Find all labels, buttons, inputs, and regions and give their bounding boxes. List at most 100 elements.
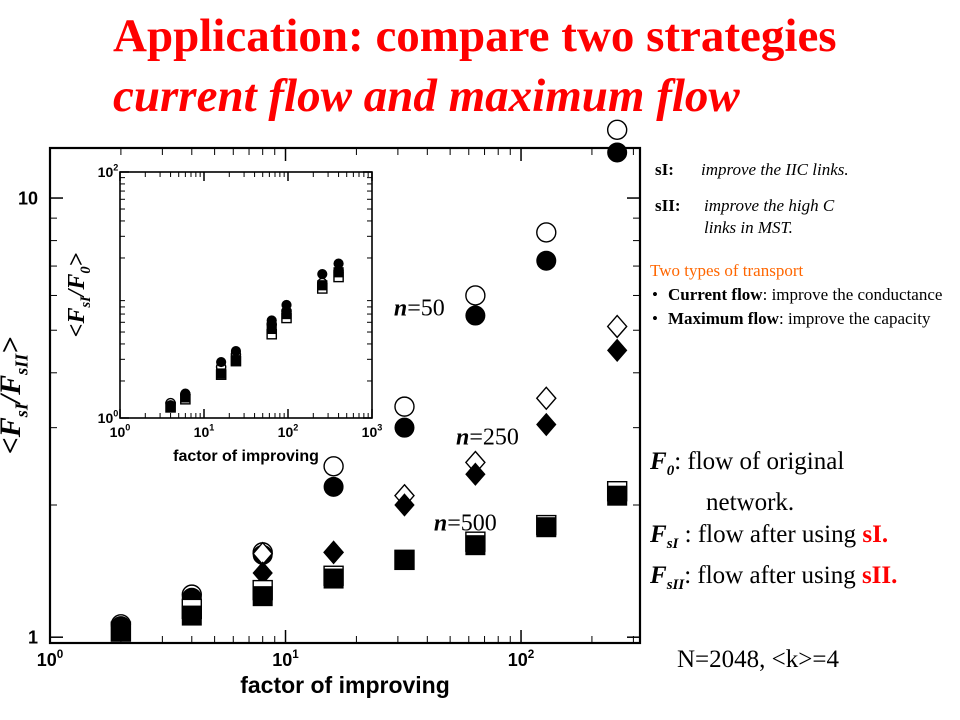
inset-x-tick-label: 100 bbox=[110, 423, 131, 440]
inset-y-tick-label: 100 bbox=[98, 409, 119, 426]
inset-y-axis-title-part: 0 bbox=[78, 266, 94, 273]
main-annotation-value: =250 bbox=[469, 424, 519, 450]
inset-series3-point bbox=[281, 308, 292, 320]
main-y-axis-title-part: sII bbox=[12, 353, 32, 376]
def-fsii-sub: sII bbox=[666, 577, 685, 593]
transport-item-max-bold: Maximum flow bbox=[668, 309, 779, 328]
inset-series3-point bbox=[230, 355, 242, 366]
main-y-axis-title: <FsI/FsII> bbox=[0, 337, 32, 455]
strategy-si: sI: improve the IIC links. bbox=[655, 160, 960, 186]
transport-item-current-bold: Current flow bbox=[668, 285, 763, 304]
main-series5-point bbox=[110, 621, 131, 642]
inset-series3-point bbox=[180, 392, 191, 403]
main-series0-point bbox=[465, 285, 486, 306]
main-series5-point bbox=[252, 586, 273, 607]
main-x-tick-label-base: 10 bbox=[272, 650, 292, 670]
inset-y-axis-title-part: <F bbox=[64, 308, 90, 338]
inset-y-tick-label-exp: 2 bbox=[113, 163, 118, 173]
inset-y-tick-label-exp: 0 bbox=[113, 409, 118, 419]
inset-x-tick-label-exp: 3 bbox=[377, 423, 382, 433]
def-fsi-strategy: sI. bbox=[862, 521, 889, 548]
def-f0-sub: 0 bbox=[666, 463, 675, 479]
main-annotation-value: =500 bbox=[447, 510, 497, 536]
main-series0-point bbox=[606, 119, 628, 141]
strategy-sii-text: improve the high C bbox=[704, 196, 835, 215]
main-x-tick-label-exp: 1 bbox=[292, 648, 299, 661]
main-series1-point bbox=[323, 476, 344, 497]
main-annotation-n50: n=50 bbox=[394, 296, 445, 322]
main-series2-point bbox=[606, 314, 628, 339]
slide-title-line1: Application: compare two strategies bbox=[113, 10, 837, 62]
strategy-sii-cont: links in MST. bbox=[704, 218, 960, 240]
inset-series3-point bbox=[216, 368, 227, 379]
def-fsi-sub: sI bbox=[666, 536, 679, 552]
inset-x-tick-label-base: 10 bbox=[194, 424, 210, 440]
main-x-tick-label-exp: 0 bbox=[57, 648, 64, 661]
main-series2-point bbox=[535, 386, 557, 411]
inset-series1-point bbox=[333, 258, 344, 269]
inset-y-tick-label-base: 10 bbox=[98, 164, 114, 180]
inset-x-tick-label-exp: 0 bbox=[125, 423, 130, 433]
inset-series3-point bbox=[333, 267, 344, 278]
def-f0-sym: F bbox=[650, 448, 667, 475]
inset-series3-point bbox=[165, 401, 176, 412]
main-annotation-n-italic: n bbox=[394, 296, 407, 322]
strategy-si-key: sI: bbox=[655, 160, 674, 179]
inset-series3-point bbox=[266, 323, 277, 335]
transport-item-current: Current flow: improve the conductance bbox=[650, 283, 960, 307]
main-x-axis-title: factor of improving bbox=[240, 672, 450, 698]
main-x-tick-label-base: 10 bbox=[508, 650, 528, 670]
inset-x-tick-label-exp: 1 bbox=[209, 423, 214, 433]
main-y-axis-title-part: > bbox=[0, 337, 27, 354]
inset-x-tick-label: 102 bbox=[278, 423, 299, 440]
inset-x-tick-label: 101 bbox=[194, 423, 215, 440]
slide-title-line2: current flow and maximum flow bbox=[113, 70, 740, 122]
transport-types: Two types of transport Current flow: imp… bbox=[650, 259, 960, 331]
main-x-tick-label: 101 bbox=[272, 648, 299, 670]
transport-heading: Two types of transport bbox=[650, 261, 804, 280]
main-annotation-n500: n=500 bbox=[434, 510, 497, 536]
main-series5-point bbox=[181, 605, 202, 626]
inset-y-axis-title: <FsI/F0> bbox=[64, 253, 94, 337]
def-fsi: FsI : flow after using sI. bbox=[650, 519, 960, 560]
main-series1-point bbox=[465, 305, 486, 326]
inset-series1-point bbox=[281, 299, 292, 311]
inset-x-tick-label-base: 10 bbox=[362, 424, 378, 440]
inset-y-axis-title-part: sI bbox=[78, 296, 94, 309]
inset-series1-point bbox=[317, 268, 328, 280]
main-y-axis-title-part: <F bbox=[0, 417, 27, 454]
main-annotation-n-italic: n bbox=[434, 510, 447, 536]
main-y-tick-label: 1 bbox=[28, 627, 38, 647]
inset-x-tick-label-base: 10 bbox=[110, 424, 126, 440]
inset-y-tick-label: 102 bbox=[98, 163, 119, 180]
main-y-axis-title-part: sI bbox=[12, 402, 32, 418]
main-series0-point bbox=[323, 456, 344, 477]
inset-series3-point bbox=[317, 280, 328, 291]
transport-item-current-rest: : improve the conductance bbox=[762, 285, 943, 304]
inset-y-axis-title-part: > bbox=[64, 253, 90, 267]
main-x-tick-label-base: 10 bbox=[37, 650, 57, 670]
main-series3-point bbox=[323, 540, 344, 565]
def-fsii-strategy: sII. bbox=[861, 562, 898, 589]
main-annotation-n250: n=250 bbox=[456, 424, 519, 450]
main-y-axis-title-part: /F bbox=[0, 375, 27, 405]
def-fsii-sym: F bbox=[650, 562, 667, 589]
transport-item-max: Maximum flow: improve the capacity bbox=[650, 307, 960, 331]
strategy-definitions: sI: improve the IIC links. sII: improve … bbox=[650, 160, 960, 237]
inset-y-tick-label-base: 10 bbox=[98, 410, 114, 426]
main-x-tick-label-exp: 2 bbox=[528, 648, 535, 661]
main-series5-point bbox=[323, 568, 344, 589]
main-x-tick-label: 100 bbox=[37, 648, 64, 670]
def-f0-cont: network. bbox=[706, 489, 795, 516]
main-y-tick-label: 10 bbox=[18, 188, 38, 208]
main-series1-point bbox=[394, 417, 415, 438]
inset-x-tick-label-base: 10 bbox=[278, 424, 294, 440]
def-f0: F0: flow of original bbox=[650, 446, 960, 487]
main-series3-point bbox=[465, 462, 486, 486]
def-fsi-sym: F bbox=[650, 521, 667, 548]
inset-x-axis-title: factor of improving bbox=[173, 448, 319, 465]
inset-x-tick-label: 103 bbox=[362, 423, 383, 440]
flow-definitions: F0: flow of original network. FsI : flow… bbox=[650, 446, 960, 601]
main-series5-point bbox=[607, 485, 628, 506]
